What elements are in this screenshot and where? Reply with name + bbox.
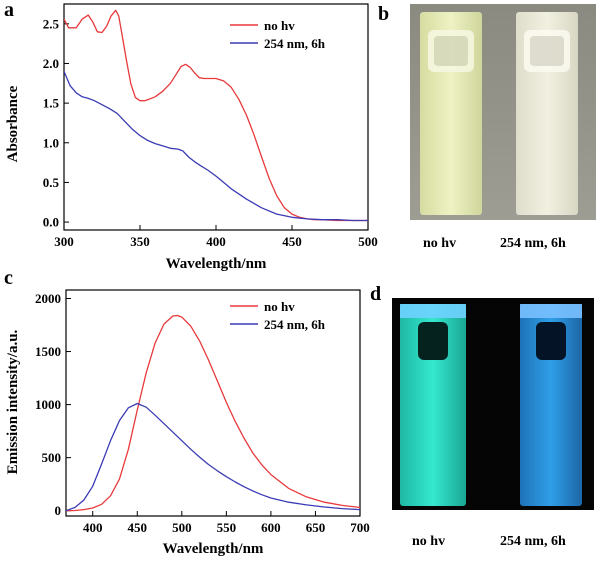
emission-y-tick-label: 1000 — [35, 397, 61, 412]
emission-chart: 400 450 500 550 600 650 700 0 500 1000 1500 2000 no… — [5, 290, 370, 557]
emission-y-tick-label: 2000 — [35, 291, 61, 306]
panel-label-d: d — [370, 283, 381, 305]
photo-b-caption-254nm: 254 nm, 6h — [500, 236, 566, 251]
panel-label-c: c — [4, 267, 13, 289]
emission-x-tick-label: 400 — [83, 520, 103, 535]
photo-d-caption-no-hv: no hv — [412, 534, 445, 549]
absorbance-legend: no hv 254 nm, 6h — [230, 18, 326, 51]
cuvette-top-no-hv — [400, 304, 466, 318]
emission-legend: no hv 254 nm, 6h — [230, 299, 326, 332]
cuvette-window-254nm — [530, 36, 564, 66]
legend-label-no-hv: no hv — [264, 299, 295, 314]
emission-series-254nm-6h-line — [66, 404, 360, 511]
absorbance-chart: 300 350 400 450 500 0.0 0.5 1.0 1.5 2.0 2.5 no hv … — [5, 4, 378, 272]
absorbance-x-tick-label: 350 — [130, 234, 150, 249]
emission-y-axis-title: Emission intensity/a.u. — [5, 329, 21, 474]
emission-x-axis-title: Wavelength/nm — [163, 541, 264, 557]
absorbance-y-tick-label: 2.5 — [43, 16, 60, 31]
panel-label-b: b — [378, 3, 389, 25]
photo-d-caption-254nm: 254 nm, 6h — [500, 534, 566, 549]
emission-y-tick-label: 500 — [42, 450, 62, 465]
cuvette-window-no-hv — [434, 36, 468, 66]
absorbance-y-tick-label: 1.0 — [43, 135, 59, 150]
absorbance-y-tick-label: 1.5 — [43, 96, 60, 111]
cuvette-top-254nm — [520, 304, 582, 318]
absorbance-y-tick-label: 0.5 — [43, 175, 60, 190]
photo-b-caption-no-hv: no hv — [423, 236, 456, 251]
cuvette-window-254nm — [536, 322, 566, 360]
legend-label-254nm: 254 nm, 6h — [264, 36, 326, 51]
photo-b-cuvettes-room-light: no hv 254 nm, 6h — [410, 4, 596, 251]
absorbance-y-axis-title: Absorbance — [5, 85, 21, 162]
absorbance-x-tick-label: 500 — [358, 234, 378, 249]
emission-x-tick-label: 450 — [128, 520, 148, 535]
emission-x-tick-label: 500 — [172, 520, 192, 535]
absorbance-x-axis-title: Wavelength/nm — [166, 256, 267, 272]
absorbance-plot-area: 300 350 400 450 500 0.0 0.5 1.0 1.5 2.0 2.5 — [43, 4, 378, 249]
emission-y-tick-label: 0 — [55, 503, 62, 518]
emission-x-tick-label: 700 — [350, 520, 370, 535]
absorbance-x-tick-label: 400 — [206, 234, 226, 249]
emission-series-no-hv-line — [66, 316, 360, 511]
emission-x-tick-label: 600 — [261, 520, 281, 535]
legend-label-no-hv: no hv — [264, 18, 295, 33]
emission-x-tick-label: 650 — [306, 520, 326, 535]
absorbance-x-tick-label: 450 — [282, 234, 302, 249]
absorbance-series-254nm-6h-line — [64, 71, 368, 220]
figure: a b c d 300 350 400 450 500 0.0 0.5 1.0 1.5 2.0 2.… — [0, 0, 600, 558]
emission-x-tick-label: 550 — [217, 520, 237, 535]
panel-label-a: a — [4, 0, 14, 21]
absorbance-y-tick-label: 2.0 — [43, 56, 59, 71]
absorbance-x-tick-label: 300 — [54, 234, 74, 249]
emission-y-tick-label: 1500 — [35, 344, 61, 359]
absorbance-y-tick-label: 0.0 — [43, 215, 59, 230]
legend-label-254nm: 254 nm, 6h — [264, 317, 326, 332]
photo-d-cuvettes-uv-light: no hv 254 nm, 6h — [392, 298, 594, 549]
cuvette-window-no-hv — [418, 322, 448, 360]
